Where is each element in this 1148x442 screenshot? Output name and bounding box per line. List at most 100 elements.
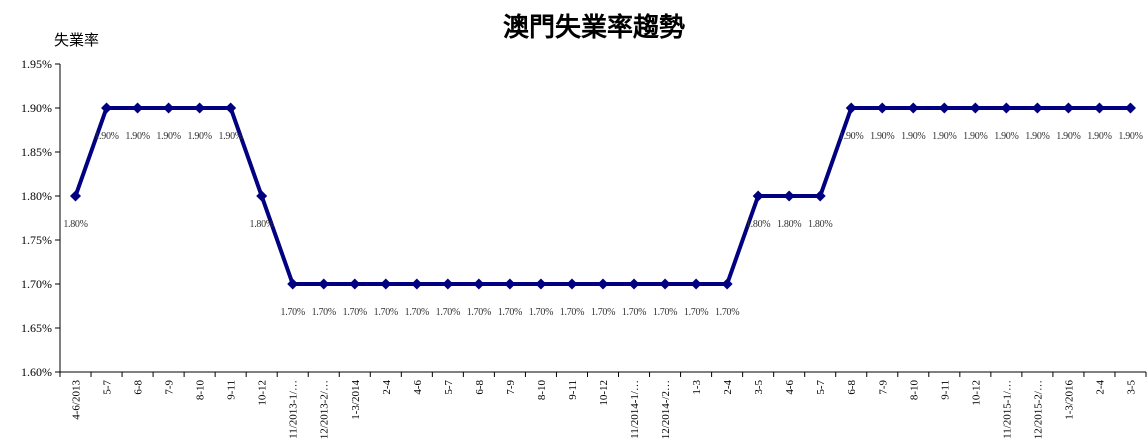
data-point-marker bbox=[442, 278, 454, 290]
data-label: 1.90% bbox=[932, 131, 956, 142]
data-point-marker bbox=[659, 278, 671, 290]
axes bbox=[59, 64, 1146, 373]
x-tick-label: 2-4 bbox=[381, 380, 393, 395]
x-tick-label: 6-8 bbox=[846, 380, 858, 395]
data-point-marker bbox=[504, 278, 516, 290]
data-label: 1.80% bbox=[63, 219, 87, 230]
data-label: 1.90% bbox=[125, 131, 149, 142]
data-point-marker bbox=[969, 102, 981, 114]
x-tick-label: 3-5 bbox=[1125, 380, 1137, 395]
data-label: 1.70% bbox=[436, 307, 460, 318]
x-tick-label: 6-8 bbox=[474, 380, 486, 395]
y-axis-label: 失業率 bbox=[54, 31, 99, 49]
data-point-marker bbox=[1093, 102, 1105, 114]
data-label: 1.80% bbox=[746, 219, 770, 230]
data-label: 1.70% bbox=[622, 307, 646, 318]
data-point-marker bbox=[194, 102, 206, 114]
chart-title: 澳門失業率趨勢 bbox=[503, 12, 685, 43]
data-label: 1.80% bbox=[808, 219, 832, 230]
data-label: 1.70% bbox=[281, 307, 305, 318]
data-point-marker bbox=[628, 278, 640, 290]
data-label: 1.70% bbox=[498, 307, 522, 318]
y-tick-label: 1.90% bbox=[21, 101, 52, 115]
data-label: 1.90% bbox=[901, 131, 925, 142]
x-tick-label: 2-4 bbox=[1094, 380, 1106, 395]
data-point-marker bbox=[318, 278, 330, 290]
data-point-marker bbox=[938, 102, 950, 114]
data-label: 1.80% bbox=[250, 219, 274, 230]
x-tick-label: 7-9 bbox=[505, 380, 517, 395]
data-label: 1.70% bbox=[684, 307, 708, 318]
data-labels: 1.80% 1.90% 1.90% 1.90% 1.90% 1.90% 1.80% 1.70%… bbox=[63, 131, 1143, 318]
data-point-marker bbox=[256, 190, 268, 202]
data-label: 1.70% bbox=[715, 307, 739, 318]
data-label: 1.90% bbox=[994, 131, 1018, 142]
data-point-marker bbox=[70, 190, 82, 202]
series-line bbox=[70, 102, 1136, 290]
data-label: 1.70% bbox=[591, 307, 615, 318]
data-point-marker bbox=[1062, 102, 1074, 114]
data-point-marker bbox=[1124, 102, 1136, 114]
data-point-marker bbox=[814, 190, 826, 202]
x-tick-label: 4-6 bbox=[412, 380, 424, 395]
x-tick-label: 10-12 bbox=[970, 380, 982, 406]
data-label: 1.70% bbox=[653, 307, 677, 318]
data-label: 1.90% bbox=[1056, 131, 1080, 142]
data-label: 1.90% bbox=[870, 131, 894, 142]
x-tick-label: 11/2015-1/… bbox=[1001, 380, 1013, 439]
x-tick-label: 9-11 bbox=[226, 380, 238, 400]
data-point-marker bbox=[473, 278, 485, 290]
x-tick-label: 12/2014-/2… bbox=[660, 380, 672, 439]
data-label: 1.90% bbox=[963, 131, 987, 142]
x-tick-label: 11/2013-1/… bbox=[288, 380, 300, 439]
x-tick-label: 9-11 bbox=[567, 380, 579, 400]
data-point-marker bbox=[411, 278, 423, 290]
data-point-marker bbox=[566, 278, 578, 290]
data-point-marker bbox=[690, 278, 702, 290]
data-point-marker bbox=[380, 278, 392, 290]
data-point-marker bbox=[535, 278, 547, 290]
data-label: 1.70% bbox=[467, 307, 491, 318]
data-point-marker bbox=[225, 102, 237, 114]
data-label: 1.70% bbox=[343, 307, 367, 318]
data-point-marker bbox=[287, 278, 299, 290]
data-label: 1.70% bbox=[560, 307, 584, 318]
data-point-marker bbox=[907, 102, 919, 114]
data-point-marker bbox=[1031, 102, 1043, 114]
y-tick-label: 1.75% bbox=[21, 233, 52, 247]
y-tick-label: 1.95% bbox=[21, 57, 52, 71]
y-tick-label: 1.70% bbox=[21, 277, 52, 291]
data-label: 1.90% bbox=[187, 131, 211, 142]
data-label: 1.70% bbox=[312, 307, 336, 318]
x-tick-label: 11/2014-1/… bbox=[629, 380, 641, 439]
x-tick-label: 1-3/2016 bbox=[1063, 380, 1075, 420]
x-tick-label: 6-8 bbox=[133, 380, 145, 395]
x-tick-label: 3-5 bbox=[753, 380, 765, 395]
x-tick-label: 2-4 bbox=[722, 380, 734, 395]
data-point-marker bbox=[845, 102, 857, 114]
x-tick-label: 10-12 bbox=[598, 380, 610, 406]
x-tick-label: 12/2013-2/… bbox=[319, 380, 331, 439]
x-tick-label: 9-11 bbox=[939, 380, 951, 400]
data-label: 1.90% bbox=[1025, 131, 1049, 142]
data-label: 1.80% bbox=[777, 219, 801, 230]
x-tick-label: 4-6/2013 bbox=[71, 380, 83, 420]
x-tick-label: 8-10 bbox=[908, 380, 920, 401]
data-point-marker bbox=[163, 102, 175, 114]
data-label: 1.90% bbox=[156, 131, 180, 142]
x-tick-label: 1-3/2014 bbox=[350, 380, 362, 420]
data-label: 1.70% bbox=[529, 307, 553, 318]
x-axis-ticks: 4-6/2013 5-7 6-8 7-9 8-10 9-11 10-12 11/2013-1/… bbox=[59, 372, 1147, 439]
data-point-marker bbox=[349, 278, 361, 290]
x-tick-label: 10-12 bbox=[257, 380, 269, 406]
data-point-marker bbox=[876, 102, 888, 114]
data-point-marker bbox=[132, 102, 144, 114]
data-point-marker bbox=[783, 190, 795, 202]
data-point-marker bbox=[597, 278, 609, 290]
y-tick-label: 1.65% bbox=[21, 321, 52, 335]
x-tick-label: 7-9 bbox=[164, 380, 176, 395]
y-tick-label: 1.60% bbox=[21, 365, 52, 379]
x-tick-label: 5-7 bbox=[815, 380, 827, 395]
y-tick-label: 1.80% bbox=[21, 189, 52, 203]
